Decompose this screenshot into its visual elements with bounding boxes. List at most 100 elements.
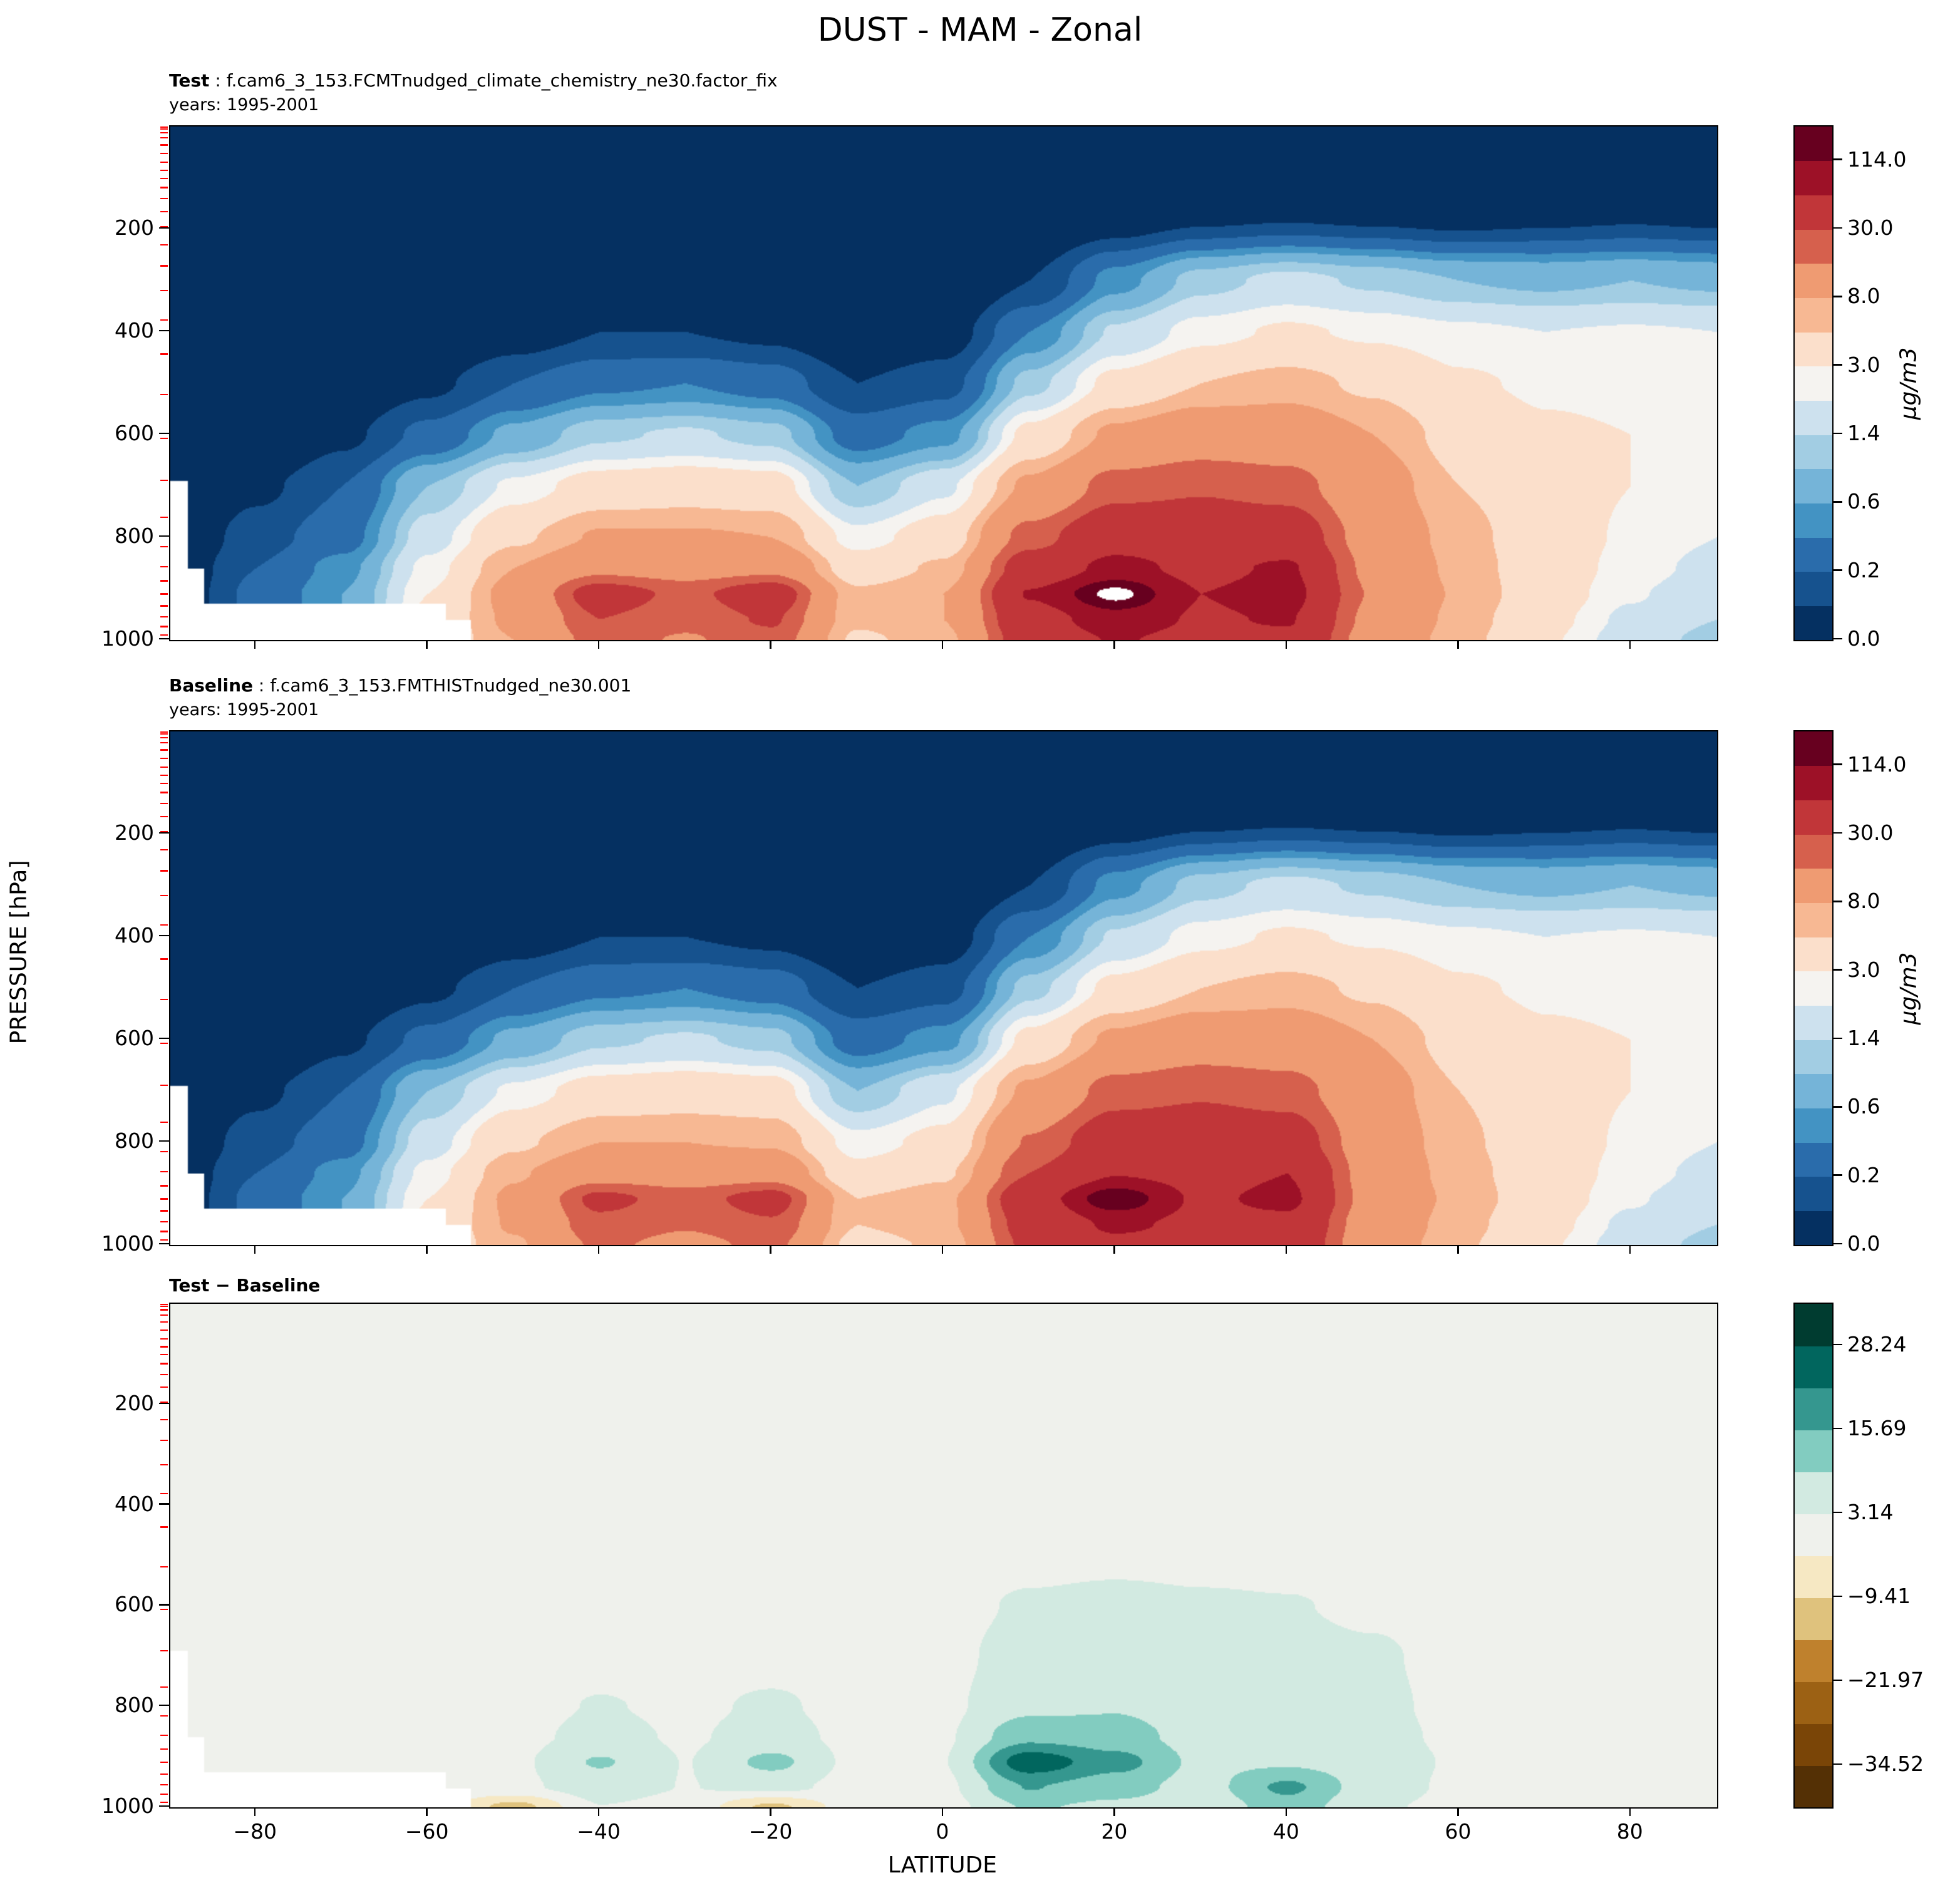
colorbar-tick-label: 0.6 bbox=[1847, 489, 1880, 514]
x-tick bbox=[1629, 640, 1631, 649]
x-tick bbox=[770, 1245, 771, 1254]
model-level-tick bbox=[160, 1338, 168, 1340]
x-tick-label: −40 bbox=[577, 1819, 621, 1844]
y-tick bbox=[159, 1705, 169, 1706]
y-tick-label: 800 bbox=[115, 1693, 154, 1718]
y-tick bbox=[159, 1503, 169, 1505]
colorbar-segment bbox=[1795, 1304, 1832, 1346]
x-tick bbox=[1113, 640, 1115, 649]
y-tick-label: 200 bbox=[115, 820, 154, 845]
model-level-tick bbox=[160, 1303, 168, 1306]
model-level-tick bbox=[160, 736, 168, 738]
panel-diff-header: Test − Baseline bbox=[169, 1275, 320, 1296]
x-tick bbox=[941, 1245, 944, 1254]
model-level-tick bbox=[160, 152, 168, 154]
colorbar-tick-label: 3.14 bbox=[1847, 1500, 1894, 1524]
colorbar-segment bbox=[1795, 1388, 1832, 1430]
colorbar-segment bbox=[1795, 332, 1832, 367]
colorbar-tick-label: −9.41 bbox=[1847, 1584, 1911, 1608]
model-level-tick bbox=[160, 1793, 168, 1795]
colorbar-tick-label: 3.0 bbox=[1847, 957, 1880, 982]
y-tick-label: 400 bbox=[115, 318, 154, 343]
model-level-tick bbox=[160, 580, 168, 582]
x-tick bbox=[597, 1807, 600, 1816]
model-level-tick bbox=[160, 394, 168, 396]
model-level-tick bbox=[160, 749, 168, 751]
y-tick bbox=[159, 1037, 169, 1040]
model-level-tick bbox=[160, 815, 168, 818]
x-tick-label: 0 bbox=[936, 1819, 949, 1844]
colorbar-segment bbox=[1795, 400, 1832, 435]
y-tick bbox=[159, 1140, 169, 1142]
x-tick bbox=[770, 1807, 771, 1816]
x-tick bbox=[1457, 640, 1459, 649]
colorbar-tick bbox=[1834, 832, 1842, 834]
model-level-tick bbox=[160, 792, 168, 793]
model-level-tick bbox=[160, 1650, 168, 1652]
x-tick bbox=[941, 640, 944, 649]
y-tick-label: 200 bbox=[115, 1390, 154, 1415]
colorbar-tick-label: −34.52 bbox=[1847, 1752, 1924, 1776]
colorbar-segment bbox=[1795, 971, 1832, 1006]
y-tick bbox=[159, 638, 169, 640]
model-level-tick bbox=[160, 616, 168, 618]
model-level-tick bbox=[160, 479, 168, 482]
model-level-tick bbox=[160, 741, 168, 744]
colorbar-tick-label: 1.4 bbox=[1847, 1026, 1880, 1050]
x-axis-label: LATITUDE bbox=[887, 1852, 998, 1878]
colorbar-tick-label: 1.4 bbox=[1847, 421, 1880, 445]
colorbar-tick bbox=[1834, 227, 1842, 229]
model-level-tick bbox=[160, 1386, 168, 1388]
model-level-tick bbox=[160, 1346, 168, 1348]
model-level-tick bbox=[160, 1353, 168, 1356]
test-colorbar bbox=[1793, 125, 1834, 641]
model-level-tick bbox=[160, 1221, 168, 1223]
model-level-tick bbox=[160, 1401, 168, 1403]
model-level-tick bbox=[160, 1526, 168, 1528]
x-tick bbox=[426, 640, 428, 649]
x-tick-label: −20 bbox=[748, 1819, 793, 1844]
y-tick-label: 1000 bbox=[101, 1794, 154, 1818]
x-tick bbox=[426, 1245, 428, 1254]
y-tick-label: 600 bbox=[115, 421, 154, 445]
model-level-tick bbox=[160, 1314, 168, 1316]
colorbar-tick bbox=[1834, 432, 1842, 435]
colorbar-tick bbox=[1834, 1763, 1842, 1765]
x-tick-label: 60 bbox=[1445, 1819, 1472, 1844]
model-level-tick bbox=[160, 870, 168, 872]
panel-test-run: : f.cam6_3_153.FCMTnudged_climate_chemis… bbox=[209, 70, 778, 91]
colorbar-tick bbox=[1834, 901, 1842, 902]
colorbar-segment bbox=[1795, 1514, 1832, 1556]
model-level-tick bbox=[160, 782, 168, 784]
colorbar-segment bbox=[1795, 1211, 1832, 1245]
model-level-tick bbox=[160, 290, 168, 292]
model-level-tick bbox=[160, 1801, 168, 1804]
panel-diff-plot bbox=[169, 1303, 1718, 1809]
model-level-tick bbox=[160, 1239, 168, 1241]
colorbar-tick-label: −21.97 bbox=[1847, 1668, 1924, 1692]
y-tick-label: 1000 bbox=[101, 1231, 154, 1256]
colorbar-tick-label: 15.69 bbox=[1847, 1416, 1907, 1440]
model-level-tick bbox=[160, 516, 168, 519]
colorbar-tick bbox=[1834, 763, 1842, 765]
model-level-tick bbox=[160, 831, 168, 833]
model-level-tick bbox=[160, 1773, 168, 1775]
colorbar-tick bbox=[1834, 1174, 1842, 1176]
model-level-tick bbox=[160, 1084, 168, 1087]
x-tick bbox=[426, 1807, 428, 1816]
colorbar-tick bbox=[1834, 1037, 1842, 1040]
colorbar-segment bbox=[1795, 1176, 1832, 1211]
model-level-tick bbox=[160, 1686, 168, 1688]
colorbar-tick-label: 30.0 bbox=[1847, 820, 1894, 845]
colorbar-segment bbox=[1795, 868, 1832, 903]
x-tick bbox=[1113, 1245, 1115, 1254]
model-level-tick bbox=[160, 1715, 168, 1717]
colorbar-segment bbox=[1795, 366, 1832, 401]
colorbar-tick bbox=[1834, 1427, 1842, 1430]
model-level-tick bbox=[160, 144, 168, 146]
model-level-tick bbox=[160, 353, 168, 355]
model-level-tick bbox=[160, 437, 168, 440]
colorbar-tick-label: 0.2 bbox=[1847, 1162, 1880, 1187]
model-level-tick bbox=[160, 1309, 168, 1311]
